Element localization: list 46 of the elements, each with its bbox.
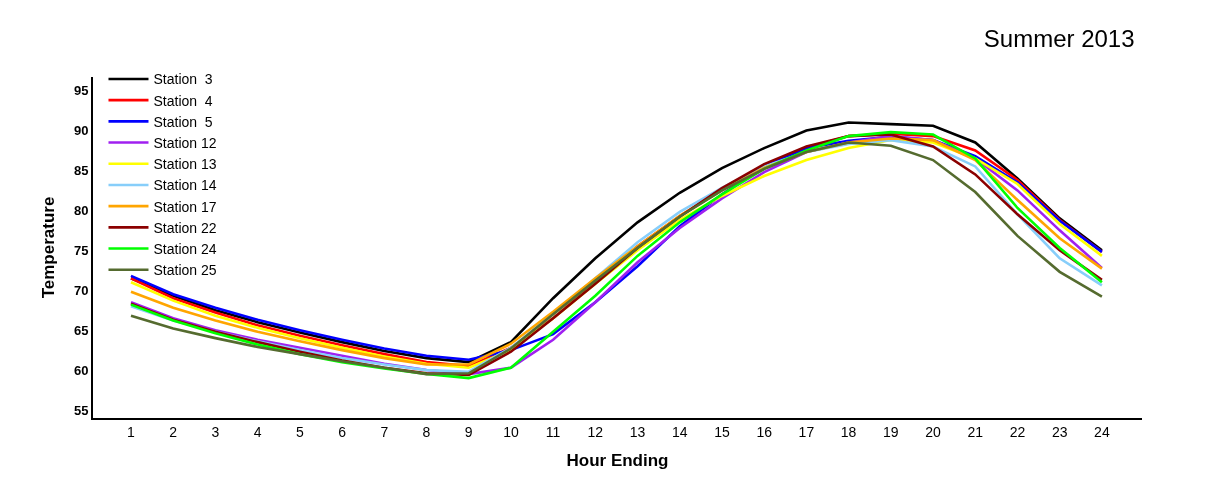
y-tick-label: 95 [73,83,89,99]
legend-label: Station 24 [153,241,217,258]
x-tick-label: 23 [1051,423,1068,440]
x-tick-label: 17 [798,423,815,440]
y-tick-label: 65 [73,322,89,338]
x-tick-label: 22 [1009,423,1026,440]
legend-label: Station 17 [153,198,217,215]
x-tick-label: 9 [464,423,473,440]
x-tick-label: 10 [503,423,519,440]
x-tick-label: 15 [714,423,730,440]
y-tick-label: 80 [73,202,89,218]
x-tick-label: 1 [127,423,136,440]
y-tick-label: 60 [73,362,89,378]
legend-label: Station 4 [153,92,213,109]
chart-title: Summer 2013 [983,25,1135,53]
x-tick-label: 4 [253,423,262,440]
x-tick-label: 24 [1094,423,1110,440]
x-tick-label: 14 [671,423,688,440]
x-tick-label: 18 [840,423,857,440]
legend-label: Station 5 [153,113,213,130]
legend-label: Station 12 [153,135,217,152]
y-tick-label: 90 [73,123,89,139]
x-tick-label: 12 [587,423,604,440]
legend-label: Station 22 [153,219,217,236]
x-tick-label: 7 [380,423,389,440]
x-axis-title: Hour Ending [566,450,669,470]
x-tick-label: 3 [211,423,220,440]
x-tick-label: 20 [925,423,942,440]
y-tick-label: 55 [73,402,89,418]
x-tick-label: 11 [545,423,561,440]
x-tick-label: 13 [629,423,646,440]
legend-label: Station 14 [153,177,217,194]
y-axis-title: Temperature [38,196,58,299]
x-tick-label: 21 [967,423,984,440]
x-tick-label: 5 [295,423,304,440]
legend-label: Station 25 [153,262,217,279]
legend-label: Station 3 [153,71,213,88]
x-tick-label: 2 [169,423,178,440]
y-tick-label: 75 [73,242,89,258]
legend-label: Station 13 [153,156,217,173]
x-tick-label: 19 [883,423,899,440]
y-tick-label: 85 [73,162,89,178]
y-tick-label: 70 [73,282,89,298]
x-tick-label: 16 [756,423,773,440]
x-tick-label: 8 [422,423,431,440]
x-tick-label: 6 [338,423,347,440]
